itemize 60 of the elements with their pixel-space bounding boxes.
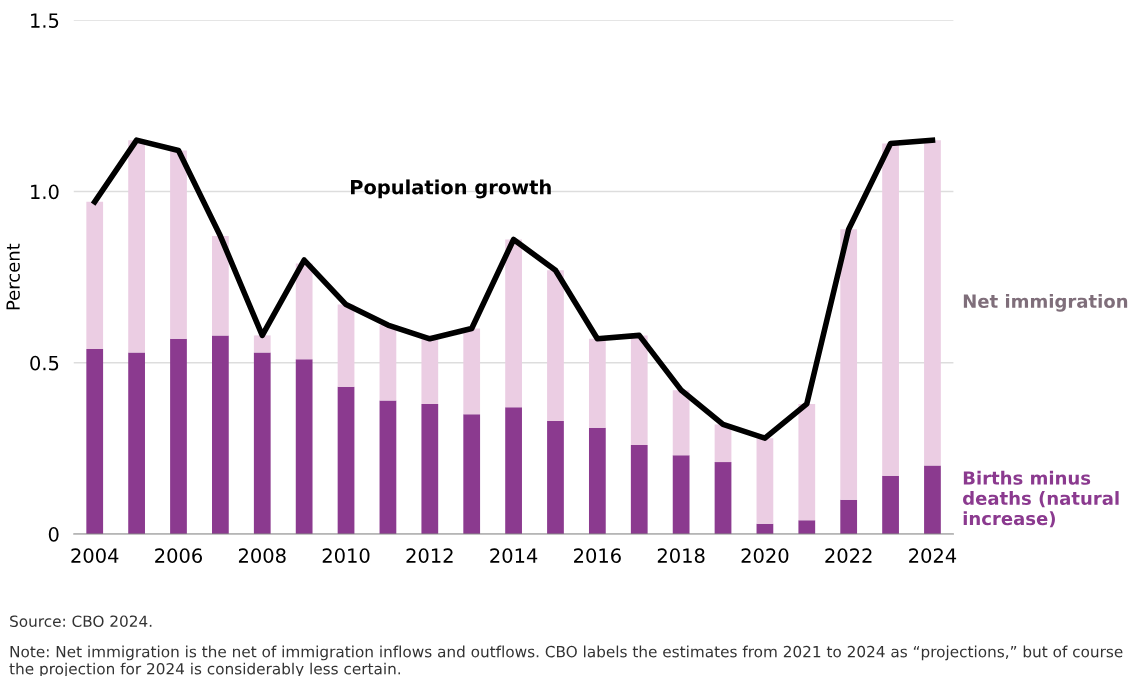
bar (86, 349, 104, 535)
bar (714, 462, 732, 535)
bar (924, 465, 941, 535)
bar (798, 520, 816, 535)
x-tick-label: 2012 (406, 548, 453, 563)
y-tick-label: 1.0 (31, 184, 59, 200)
y-tick-label: 0.5 (30, 355, 59, 371)
bar (588, 427, 606, 535)
x-tick-label: 2014 (490, 548, 538, 563)
bar (170, 338, 187, 535)
bar (505, 407, 522, 535)
bar (421, 403, 439, 535)
bar (253, 352, 271, 535)
bar (547, 270, 564, 422)
bar (840, 499, 858, 535)
bar (588, 338, 606, 428)
x-tick-label: 2008 (238, 548, 286, 563)
bar (295, 263, 313, 360)
bar (337, 304, 355, 387)
bar (505, 239, 522, 408)
x-tick-label: 2006 (155, 548, 203, 563)
bar (253, 335, 271, 353)
bar (840, 229, 858, 500)
bar (924, 140, 941, 466)
source-note: Source: CBO 2024. (10, 615, 152, 627)
bar (463, 414, 481, 535)
bar (86, 201, 104, 350)
bar (630, 444, 648, 535)
y-axis-title: Percent (6, 243, 20, 310)
bar (170, 150, 187, 339)
bar (463, 328, 481, 415)
series-label: Net immigration (963, 294, 1128, 312)
x-tick-label: 2022 (825, 548, 872, 563)
bar (672, 390, 690, 456)
bar (882, 143, 899, 476)
y-tick-label: 0 (48, 527, 59, 542)
bar (379, 400, 397, 535)
bar (212, 236, 229, 336)
bar (798, 403, 816, 521)
x-tick-label: 2010 (322, 548, 370, 563)
bar (212, 335, 229, 535)
bar (128, 140, 145, 353)
bar (547, 421, 564, 535)
x-tick-label: 2024 (909, 548, 957, 563)
y-tick-label: 1.5 (31, 13, 59, 28)
bar (421, 335, 439, 404)
x-tick-label: 2004 (71, 548, 119, 563)
x-tick-label: 2016 (574, 548, 621, 563)
bar (882, 475, 899, 535)
series-label: Births minus deaths (natural increase) (963, 470, 1119, 528)
bar (630, 335, 648, 445)
bar (337, 386, 355, 535)
x-tick-label: 2020 (741, 548, 789, 563)
bar (295, 359, 313, 535)
text: Population growth (351, 179, 551, 199)
bar (672, 455, 690, 535)
bar (756, 438, 774, 524)
bar (379, 325, 397, 401)
x-tick-label: 2018 (657, 548, 705, 563)
bar (128, 352, 145, 535)
